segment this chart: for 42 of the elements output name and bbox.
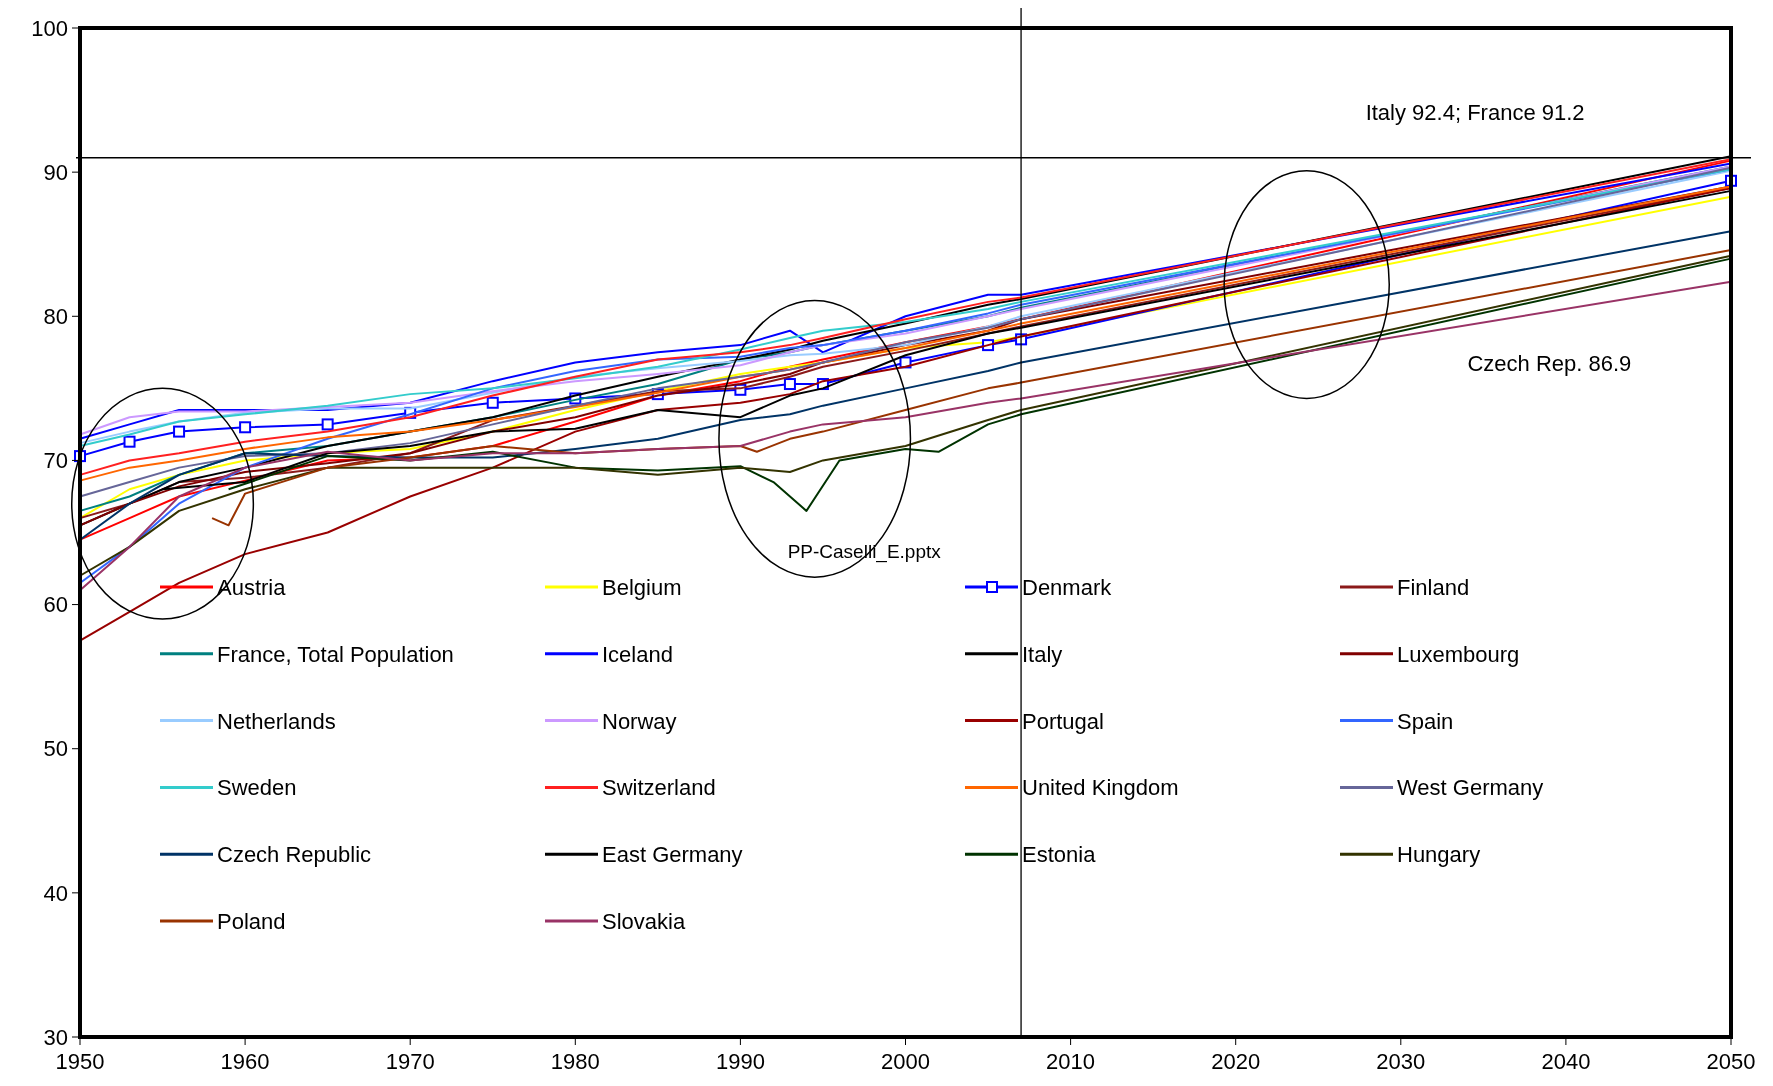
x-tick-label: 1950 [55, 1049, 105, 1074]
x-tick-label: 2000 [881, 1049, 930, 1074]
legend-label: Czech Republic [217, 842, 372, 868]
legend-label: Slovakia [602, 909, 686, 934]
y-tick-label: 70 [43, 448, 68, 474]
legend-label: Netherlands [217, 708, 336, 734]
x-tick-label: 2030 [1376, 1049, 1426, 1074]
x-tick-label: 1960 [220, 1049, 270, 1074]
legend-label: Spain [1397, 708, 1454, 734]
y-tick-label: 90 [43, 159, 68, 185]
annotation: Italy 92.4; France 91.2 [1365, 100, 1585, 126]
x-tick-label: 2010 [1046, 1049, 1096, 1074]
legend-label: Poland [217, 909, 286, 934]
legend-label: United Kingdom [1022, 775, 1179, 801]
legend-label: Finland [1397, 575, 1470, 600]
legend-label: West Germany [1397, 775, 1544, 801]
annotation: Czech Rep. 86.9 [1467, 351, 1632, 377]
legend-label: Hungary [1397, 842, 1481, 868]
x-tick-label: 2020 [1211, 1049, 1261, 1074]
x-tick-label: 1980 [550, 1049, 600, 1074]
y-tick-label: 30 [43, 1024, 68, 1050]
y-tick-label: 60 [43, 592, 68, 618]
legend-label: Portugal [1022, 708, 1104, 734]
legend-label: Estonia [1022, 842, 1097, 868]
x-tick-label: 1970 [385, 1049, 435, 1074]
legend-label: Belgium [602, 575, 682, 600]
legend-label: Denmark [1022, 575, 1113, 600]
legend-label: France, Total Population [217, 641, 454, 667]
x-tick-label: 1990 [715, 1049, 765, 1074]
y-tick-label: 80 [43, 303, 68, 329]
legend-label: Sweden [217, 775, 297, 801]
y-tick-label: 50 [43, 736, 68, 762]
legend-label: Switzerland [602, 775, 716, 801]
x-tick-label: 2050 [1706, 1049, 1756, 1074]
legend-label: Luxembourg [1397, 641, 1520, 667]
x-tick-label: 2040 [1541, 1049, 1591, 1074]
y-tick-label: 40 [43, 880, 68, 906]
legend-label: Iceland [602, 641, 673, 667]
legend-label: Italy [1022, 641, 1063, 667]
y-tick-label: 100 [31, 15, 68, 41]
legend-label: East Germany [602, 842, 743, 868]
legend-label: Norway [602, 708, 677, 734]
